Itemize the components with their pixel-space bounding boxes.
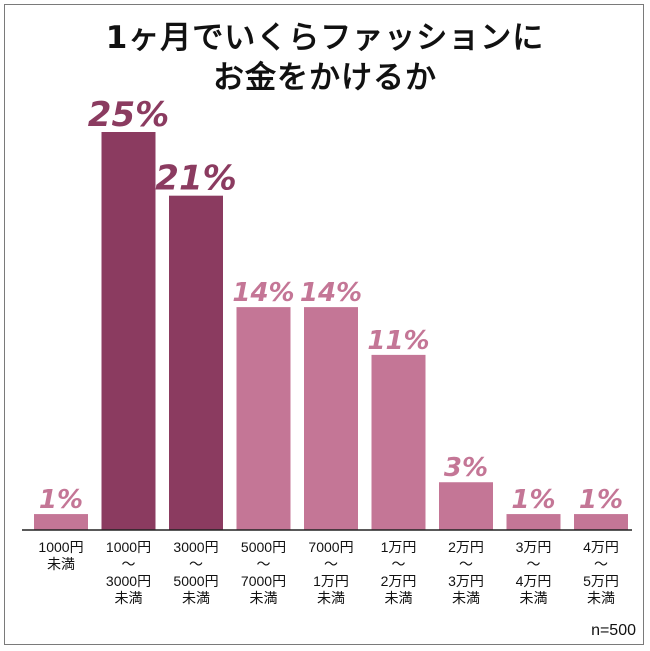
category-label-5-line-4: 未満	[317, 590, 345, 606]
bar-1	[34, 514, 88, 530]
bar-3	[169, 195, 223, 530]
category-label-1-line-1: 1000円	[38, 539, 83, 555]
bar-8	[506, 514, 561, 530]
category-label-4-line-2: 〜	[257, 556, 271, 572]
category-label-5-line-2: 〜	[324, 556, 338, 572]
category-label-9-line-3: 5万円	[583, 573, 619, 589]
category-label-9-line-4: 未満	[587, 590, 615, 606]
category-label-3-line-1: 3000円	[173, 539, 218, 555]
bar-4	[236, 307, 291, 530]
category-label-4-line-1: 5000円	[241, 539, 286, 555]
category-label-2-line-3: 3000円	[106, 573, 151, 589]
category-label-2-line-1: 1000円	[106, 539, 151, 555]
bar-9	[574, 514, 628, 530]
category-label-6-line-3: 2万円	[381, 573, 417, 589]
category-label-6-line-2: 〜	[392, 556, 406, 572]
category-label-5-line-3: 1万円	[313, 573, 349, 589]
category-label-8-line-3: 4万円	[516, 573, 552, 589]
category-label-3-line-4: 未満	[182, 590, 210, 606]
bar-6	[371, 354, 426, 530]
category-label-8-line-1: 3万円	[516, 539, 552, 555]
category-label-9-line-1: 4万円	[583, 539, 619, 555]
title-line-2: お金をかけるか	[213, 60, 437, 96]
category-label-7-line-4: 未満	[452, 590, 480, 606]
value-label-8: 1%	[511, 485, 555, 515]
category-label-7-line-1: 2万円	[448, 539, 484, 555]
category-label-6-line-4: 未満	[385, 590, 413, 606]
value-label-2: 25%	[88, 95, 169, 135]
category-label-2-line-2: 〜	[122, 556, 136, 572]
category-label-3-line-2: 〜	[189, 556, 203, 572]
bar-2	[101, 132, 156, 530]
value-label-4: 14%	[232, 278, 294, 308]
bar-5	[304, 307, 358, 530]
value-label-7: 3%	[444, 453, 488, 483]
chart-title: 1ヶ月でいくらファッションに お金をかけるか	[0, 18, 650, 98]
category-label-3-line-3: 5000円	[173, 573, 218, 589]
value-label-1: 1%	[39, 485, 83, 515]
category-label-6-line-1: 1万円	[381, 539, 417, 555]
category-label-5-line-1: 7000円	[308, 539, 353, 555]
value-label-9: 1%	[579, 485, 623, 515]
category-label-4-line-3: 7000円	[241, 573, 286, 589]
category-label-2-line-4: 未満	[115, 590, 143, 606]
category-label-8-line-4: 未満	[520, 590, 548, 606]
value-label-5: 14%	[300, 278, 362, 308]
category-label-4-line-4: 未満	[250, 590, 278, 606]
category-label-8-line-2: 〜	[527, 556, 541, 572]
value-label-6: 11%	[367, 326, 429, 356]
bar-7	[439, 482, 493, 530]
category-label-7-line-3: 3万円	[448, 573, 484, 589]
category-label-9-line-2: 〜	[594, 556, 608, 572]
category-label-1-line-2: 未満	[47, 556, 75, 572]
title-line-1: 1ヶ月でいくらファッションに	[105, 20, 545, 56]
value-label-3: 21%	[155, 159, 236, 199]
sample-size-note: n=500	[591, 622, 636, 639]
category-label-7-line-2: 〜	[459, 556, 473, 572]
